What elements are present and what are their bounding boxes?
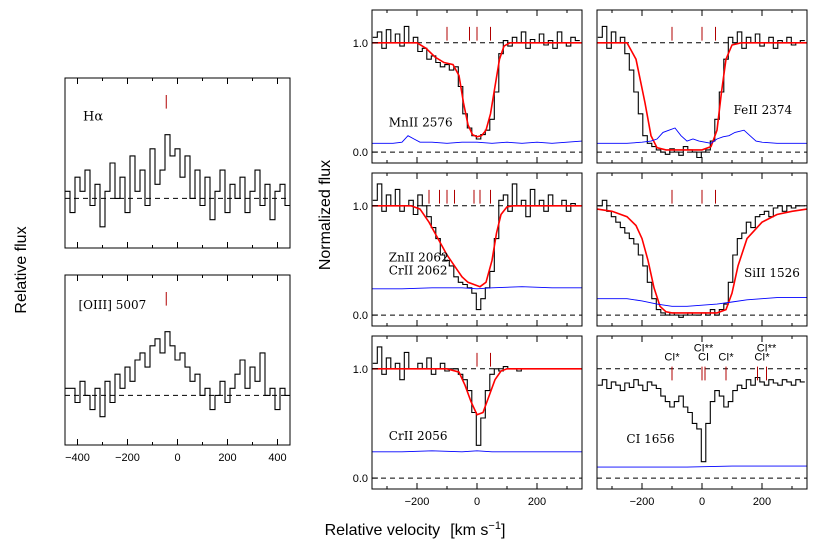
plot-area [65,134,290,228]
y-tick-label: 1.0 [353,364,368,376]
panel-label: MnII 2576 [389,115,453,129]
x-tick-label: 0 [699,496,705,508]
marker-label: CI* [754,351,770,363]
series-error [372,450,582,453]
series-error [597,465,807,468]
ylabel-left: Relative flux [13,226,30,313]
plot-area [597,376,807,468]
plot-area [597,199,807,318]
x-tick-label: 400 [268,452,286,464]
x-tick-label: 200 [753,496,771,508]
marker-label: CI* [718,351,734,363]
xlabel-text: Relative velocity [325,522,441,539]
panel-oiii: −400 −200 0 200 400 [OIII] 5007 [64,274,291,464]
y-tick-label: 0.0 [353,147,368,159]
marker-label: CI** [757,342,777,354]
panel-label: ZnII 2062 [389,251,449,265]
series-data [65,331,290,418]
series-data [65,134,290,228]
series-data [597,376,805,463]
x-tick-label: 200 [218,452,236,464]
series-error [372,135,582,144]
series-model [597,208,807,314]
x-tick-label: −200 [115,452,140,464]
panel-feii: FeII 2374 [596,9,808,164]
panel-label: [OIII] 5007 [79,298,147,312]
series-model [597,42,807,151]
xlabel-unit-exp: −1 [488,520,501,532]
panel-label: CI 1656 [626,432,674,446]
ylabel-right: Normalized flux [317,160,334,270]
x-tick-label: −400 [65,452,90,464]
xlabel-unit: [km s [450,522,488,539]
y-tick-label: 0.0 [353,310,368,322]
panel-frame [64,77,291,249]
x-tick-label: 200 [528,496,546,508]
marker-label: CI [698,351,709,363]
panel-label: Hα [83,110,103,125]
series-error [597,127,807,144]
series-error [372,286,582,290]
panel-mnii: 0.0 1.0 MnII 2576 [353,9,583,164]
y-tick-label: 0.0 [353,473,368,485]
y-tick-label: 1.0 [353,201,368,213]
panel-crii: −200 0 200 0.0 1.0 CrII 2056 [353,335,583,508]
plot-area [372,183,582,311]
xlabel-unit-close: ] [501,522,505,539]
xlabel: Relative velocity [km s−1] [325,520,506,539]
panel-frame [371,172,583,327]
y-tick-label: 1.0 [353,38,368,50]
series-data [597,199,805,318]
series-error [597,297,807,307]
x-tick-label: −200 [630,496,655,508]
plot-area [65,331,290,418]
x-tick-label: 0 [474,496,480,508]
panel-halpha: Hα [64,77,291,249]
series-model [372,368,582,416]
plot-area [372,346,582,453]
x-tick-label: 0 [174,452,180,464]
series-model [372,205,582,288]
panel-label-secondary: CrII 2062 [389,264,448,278]
plot-area [372,25,582,144]
panel-label: CrII 2056 [389,429,448,443]
panel-label: SiII 1526 [744,266,800,280]
panel-siii: SiII 1526 [596,172,808,327]
panel-label: FeII 2374 [734,103,793,117]
x-tick-label: −200 [405,496,430,508]
series-model [372,42,582,138]
series-data [597,25,805,159]
plot-area [597,25,807,159]
marker-label: CI** [694,342,714,354]
series-data [372,183,580,311]
marker-label: CI* [664,351,680,363]
